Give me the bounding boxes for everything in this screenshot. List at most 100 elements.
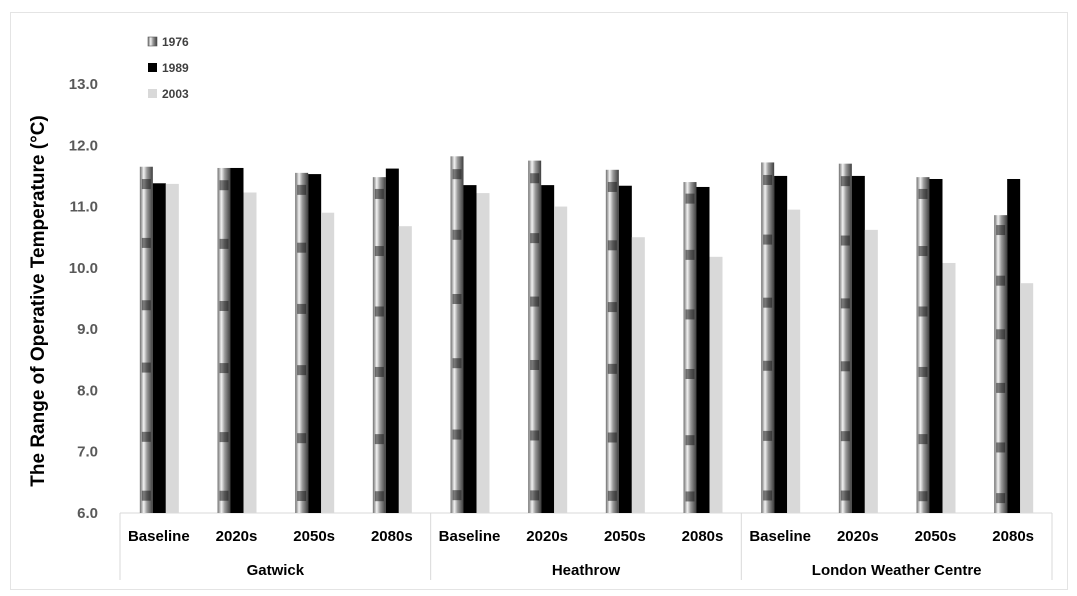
axis-layer: 6.0 7.0 8.0 9.0 10.0 11.0 12.0 13.0: [69, 76, 1053, 580]
bar-texture: [996, 382, 1006, 393]
x-category-label: 2020s: [526, 528, 568, 545]
bar-1976: [994, 215, 1008, 513]
bar-texture: [840, 176, 850, 187]
bar-texture: [219, 363, 229, 374]
bar-1989: [152, 183, 166, 514]
bar-texture: [141, 237, 151, 248]
x-category-label: 2050s: [604, 528, 646, 545]
bar-texture: [763, 360, 773, 371]
bar-texture: [763, 174, 773, 185]
bar-2003: [476, 193, 490, 514]
bar-texture: [530, 430, 540, 441]
x-category-label: 2080s: [371, 528, 413, 545]
bar-1989: [385, 168, 399, 513]
legend-label-2003: 2003: [162, 87, 189, 101]
bar-texture: [374, 434, 384, 445]
bar-texture: [530, 173, 540, 184]
bar-1976: [217, 167, 231, 513]
bar-2003: [709, 256, 723, 513]
bar-texture: [685, 491, 695, 502]
bar-texture: [918, 188, 928, 199]
bar-texture: [607, 490, 617, 501]
bar-texture: [141, 300, 151, 311]
legend-swatch-2003: [148, 89, 157, 98]
y-tick-label: 6.0: [77, 505, 98, 522]
bar-texture: [685, 309, 695, 320]
bar-texture: [607, 181, 617, 192]
bar-texture: [996, 493, 1006, 504]
bar-texture: [685, 249, 695, 260]
bar-texture: [219, 490, 229, 501]
bar-2003: [243, 192, 257, 513]
bar-texture: [763, 490, 773, 501]
bar-1976: [838, 163, 852, 513]
x-category-label: Baseline: [128, 528, 190, 545]
bar-1989: [541, 185, 555, 513]
x-category-label: 2020s: [837, 528, 879, 545]
bar-2003: [942, 262, 956, 513]
y-tick-label: 11.0: [70, 199, 98, 216]
bar-texture: [840, 298, 850, 309]
bar-texture: [996, 225, 1006, 236]
bar-texture: [918, 306, 928, 317]
bar-1989: [618, 185, 632, 513]
x-category-label: 2020s: [216, 528, 258, 545]
bar-texture: [297, 490, 307, 501]
bar-texture: [763, 234, 773, 245]
bar-texture: [141, 179, 151, 190]
bar-1989: [774, 175, 788, 513]
bar-2003: [554, 206, 568, 514]
x-group-label: London Weather Centre: [812, 562, 982, 579]
bar-2003: [631, 237, 645, 513]
x-group-label: Gatwick: [247, 562, 305, 579]
y-tick-label: 7.0: [77, 444, 98, 461]
bar-texture: [452, 293, 462, 304]
y-axis-title: The Range of Operative Temperature (°C): [28, 115, 49, 486]
bar-texture: [452, 490, 462, 501]
bar-texture: [452, 169, 462, 180]
bar-1989: [929, 178, 943, 513]
bar-texture: [374, 246, 384, 257]
bar-1976: [139, 166, 153, 513]
y-tick-label: 9.0: [77, 321, 98, 338]
bar-texture: [452, 229, 462, 240]
x-category-label: 2050s: [293, 528, 335, 545]
y-tick-label: 12.0: [69, 137, 98, 154]
bar-1976: [450, 156, 464, 513]
bar-texture: [374, 306, 384, 317]
bar-2003: [1020, 283, 1034, 513]
bar-texture: [219, 180, 229, 191]
bar-texture: [918, 366, 928, 377]
bar-texture: [840, 431, 850, 442]
bar-texture: [452, 358, 462, 369]
bar-texture: [219, 432, 229, 443]
bar-2003: [165, 183, 179, 513]
bar-1989: [1007, 178, 1021, 513]
bar-texture: [374, 366, 384, 377]
bar-1976: [916, 177, 930, 513]
bar-texture: [297, 365, 307, 376]
bar-2003: [787, 209, 801, 513]
bar-texture: [685, 435, 695, 446]
bar-texture: [297, 433, 307, 444]
y-tick-label: 13.0: [69, 76, 98, 93]
legend-label-1976: 1976: [162, 35, 189, 49]
bars-layer: [139, 156, 1034, 514]
bar-texture: [685, 369, 695, 380]
bar-2003: [321, 212, 335, 513]
bar-texture: [840, 490, 850, 501]
x-category-label: 2080s: [682, 528, 724, 545]
legend: 1976 1989 2003: [147, 35, 189, 101]
legend-swatch-1989: [148, 63, 157, 72]
x-category-label: Baseline: [439, 528, 501, 545]
bar-texture: [996, 442, 1006, 453]
bar-texture: [297, 303, 307, 314]
bar-texture: [996, 275, 1006, 286]
bar-1976: [761, 162, 775, 513]
x-category-label: Baseline: [749, 528, 811, 545]
bar-texture: [607, 432, 617, 443]
bar-texture: [918, 434, 928, 445]
bar-1976: [372, 177, 386, 513]
bar-texture: [840, 361, 850, 372]
